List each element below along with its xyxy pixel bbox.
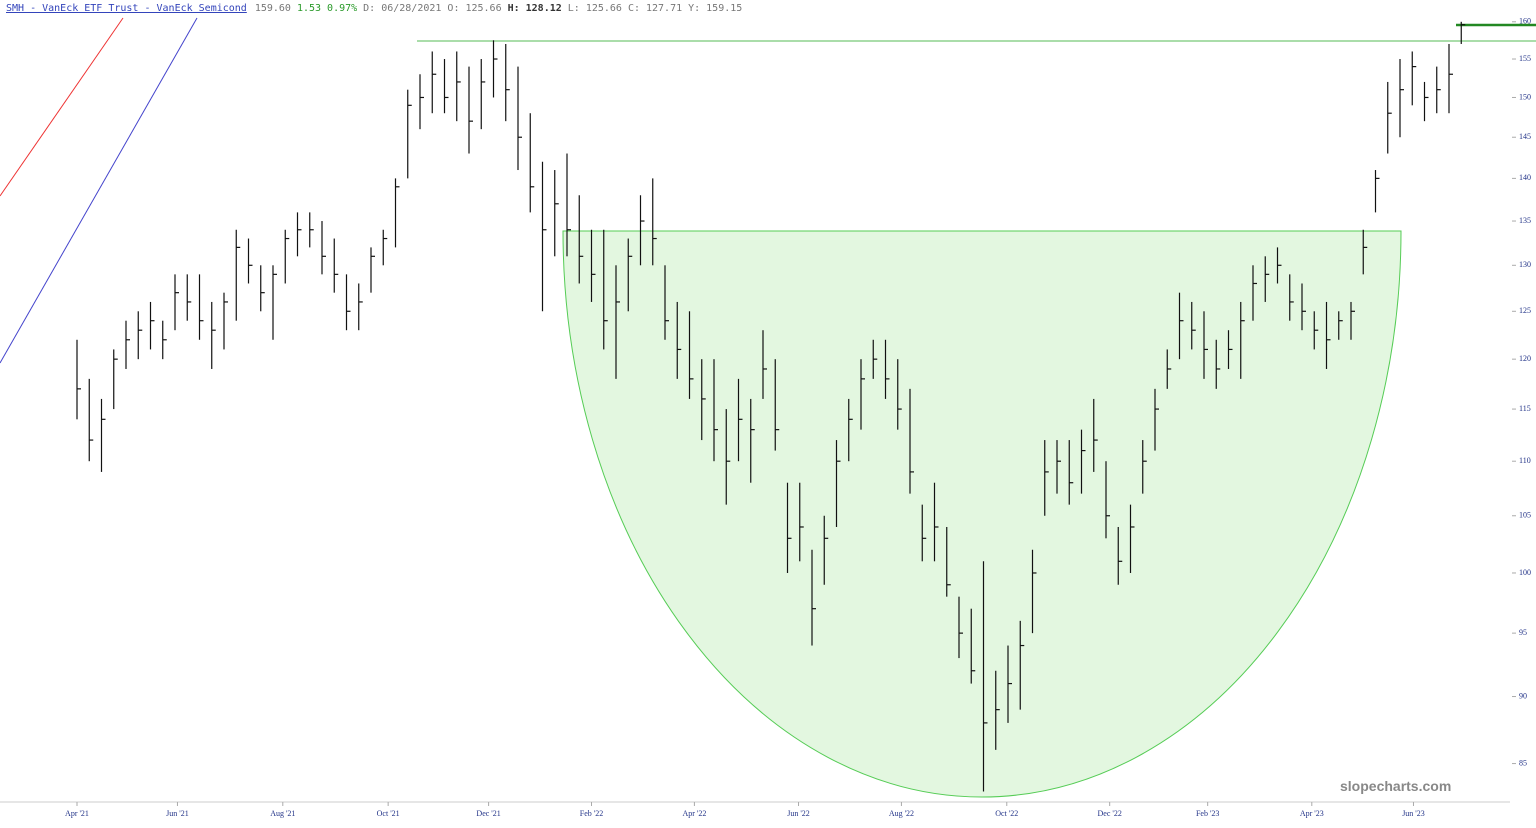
y-tick-label: 150 [1519, 92, 1531, 101]
quote-value: 125.66 [586, 3, 622, 14]
x-tick-label: Jun '23 [1402, 809, 1425, 818]
quote-label: C: [628, 3, 640, 14]
quote-label: H: [508, 3, 520, 14]
quote-label: Y: [688, 3, 700, 14]
y-tick-label: 120 [1519, 354, 1531, 363]
header: SMH - VanEck ETF Trust - VanEck Semicond… [6, 3, 742, 14]
x-tick-label: Oct '22 [995, 809, 1018, 818]
x-tick-label: Apr '21 [65, 809, 89, 818]
quote-value: 125.66 [465, 3, 501, 14]
y-tick-label: 85 [1519, 758, 1527, 767]
x-tick-label: Aug '21 [270, 809, 295, 818]
y-tick-label: 115 [1519, 404, 1531, 413]
quote-value: 159.15 [706, 3, 742, 14]
y-tick-label: 125 [1519, 306, 1531, 315]
x-tick-label: Oct '21 [377, 809, 400, 818]
y-tick-label: 100 [1519, 568, 1531, 577]
y-tick-label: 110 [1519, 456, 1531, 465]
x-tick-label: Jun '22 [787, 809, 810, 818]
quote-label: L: [568, 3, 580, 14]
x-tick-label: Feb '23 [1196, 809, 1219, 818]
watermark: slopecharts.com [1340, 778, 1451, 794]
x-tick-label: Aug '22 [889, 809, 914, 818]
trend-line [0, 17, 124, 197]
y-tick-label: 145 [1519, 132, 1531, 141]
quote-value: 06/28/2021 [381, 3, 441, 14]
y-tick-label: 160 [1519, 17, 1531, 26]
x-tick-label: Dec '22 [1098, 809, 1122, 818]
x-tick-label: Feb '22 [580, 809, 603, 818]
change-pct: 0.97% [327, 3, 357, 14]
y-tick-label: 135 [1519, 216, 1531, 225]
x-tick-label: Apr '22 [682, 809, 706, 818]
y-tick-label: 155 [1519, 54, 1531, 63]
cup-shape [562, 230, 1402, 798]
axes: 85 90 95 100 105 110 115 120 125 130 135 140 145 150 1… [65, 17, 1531, 818]
y-tick-label: 140 [1519, 173, 1531, 182]
quote-value: 127.71 [646, 3, 682, 14]
last-price: 159.60 [255, 3, 291, 14]
x-tick-label: Jun '21 [166, 809, 189, 818]
x-tick-label: Dec '21 [476, 809, 500, 818]
y-tick-label: 90 [1519, 691, 1527, 700]
quote-label: D: [363, 3, 375, 14]
x-tick-label: Apr '23 [1300, 809, 1324, 818]
y-tick-label: 130 [1519, 260, 1531, 269]
change: 1.53 [297, 3, 321, 14]
symbol-title[interactable]: SMH - VanEck ETF Trust - VanEck Semicond [6, 3, 247, 14]
quote-value: 128.12 [526, 3, 562, 14]
trend-line [0, 17, 198, 364]
bars [76, 21, 1466, 792]
y-tick-label: 95 [1519, 628, 1527, 637]
y-tick-label: 105 [1519, 511, 1531, 520]
quote-label: O: [447, 3, 459, 14]
